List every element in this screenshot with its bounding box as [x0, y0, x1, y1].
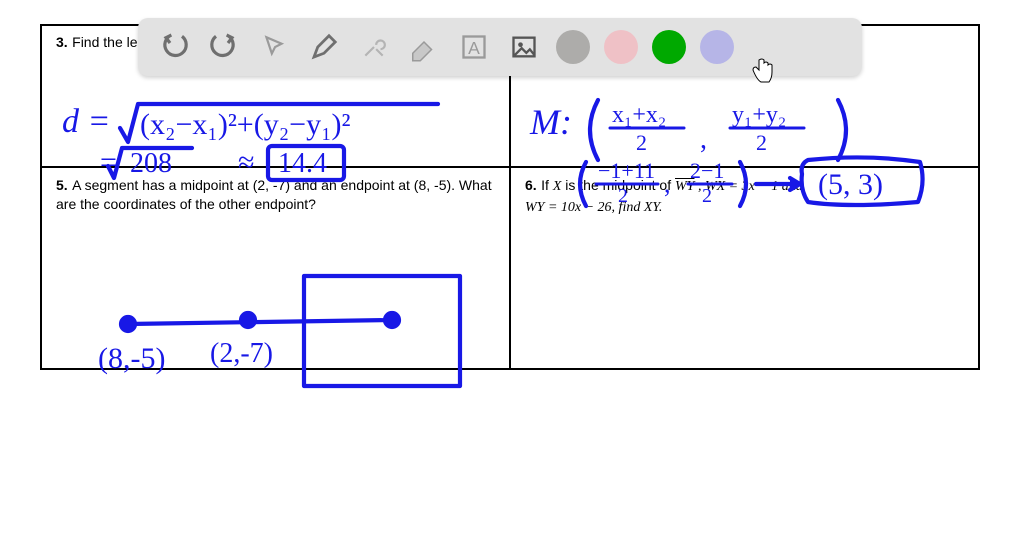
tools-button[interactable]	[356, 29, 392, 65]
q6-mid: is the midpoint of	[561, 177, 675, 193]
cell-q6: 6. If X is the midpoint of WY , WX = 3x …	[511, 168, 978, 368]
text-icon: A	[460, 33, 488, 61]
q6-number: 6.	[525, 177, 537, 193]
undo-icon	[158, 31, 190, 63]
q5-number: 5.	[56, 177, 68, 193]
eraser-icon	[409, 32, 439, 62]
color-gray[interactable]	[556, 30, 590, 64]
redo-button[interactable]	[206, 29, 242, 65]
q6-prefix: If	[541, 177, 553, 193]
color-green[interactable]	[652, 30, 686, 64]
pointer-button[interactable]	[256, 29, 292, 65]
pointer-icon	[261, 34, 287, 60]
q6-wxeq: , WX = 3x − 1 and	[694, 179, 802, 194]
tools-icon	[361, 34, 387, 60]
image-icon	[510, 33, 538, 61]
image-button[interactable]	[506, 29, 542, 65]
color-pink[interactable]	[604, 30, 638, 64]
undo-button[interactable]	[156, 29, 192, 65]
q3-number: 3.	[56, 34, 68, 50]
q6-text: If X is the midpoint of WY , WX = 3x − 1…	[525, 177, 803, 214]
svg-text:A: A	[468, 38, 480, 58]
redo-icon	[208, 31, 240, 63]
q6-wy: WY	[675, 179, 694, 194]
color-lavender[interactable]	[700, 30, 734, 64]
pen-button[interactable]	[306, 29, 342, 65]
q6-line2: WY = 10x − 26, find XY.	[525, 200, 662, 215]
cell-q5: 5. A segment has a midpoint at (2, -7) a…	[42, 168, 511, 368]
q5-text: A segment has a midpoint at (2, -7) and …	[56, 177, 492, 212]
cursor-hand-icon	[750, 58, 774, 84]
text-button[interactable]: A	[456, 29, 492, 65]
pen-icon	[309, 32, 339, 62]
eraser-button[interactable]	[406, 29, 442, 65]
